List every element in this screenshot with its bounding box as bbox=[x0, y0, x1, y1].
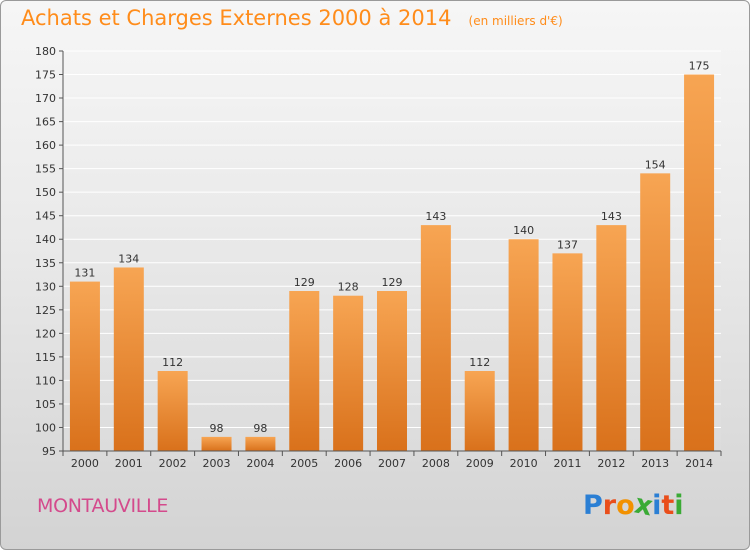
bar bbox=[596, 225, 627, 451]
y-tick-label: 105 bbox=[35, 398, 56, 411]
x-tick-label: 2007 bbox=[378, 457, 406, 470]
bar bbox=[333, 295, 364, 451]
x-tick-label: 2008 bbox=[422, 457, 450, 470]
bar-value-label: 128 bbox=[338, 281, 359, 294]
bar bbox=[684, 74, 715, 451]
chart-title: Achats et Charges Externes 2000 à 2014 bbox=[21, 6, 452, 30]
y-tick-label: 150 bbox=[35, 186, 56, 199]
chart-unit: (en milliers d'€) bbox=[468, 14, 563, 28]
x-tick-label: 2010 bbox=[510, 457, 538, 470]
y-tick-label: 110 bbox=[35, 374, 56, 387]
y-tick-label: 180 bbox=[35, 45, 56, 58]
bar bbox=[201, 436, 232, 451]
bar bbox=[289, 291, 320, 451]
y-tick-label: 155 bbox=[35, 163, 56, 176]
bar-value-label: 112 bbox=[162, 356, 183, 369]
proxiti-logo: Proxiti bbox=[583, 489, 684, 523]
bar bbox=[113, 267, 144, 451]
logo-letter: t bbox=[661, 490, 675, 521]
bar-value-label: 143 bbox=[425, 210, 446, 223]
x-tick-label: 2005 bbox=[290, 457, 318, 470]
x-tick-label: 2011 bbox=[553, 457, 581, 470]
x-tick-label: 2009 bbox=[466, 457, 494, 470]
x-axis: 2000 2001 2002 2003 2004 2005 2006 2007 2008 2009… bbox=[62, 450, 722, 470]
y-tick-label: 125 bbox=[35, 304, 56, 317]
logo-letter: i bbox=[652, 490, 662, 521]
bar-value-label: 129 bbox=[382, 276, 403, 289]
bar bbox=[377, 291, 407, 451]
logo-letter: o bbox=[616, 490, 635, 521]
bar bbox=[157, 371, 188, 451]
x-tick-label: 2000 bbox=[71, 457, 99, 470]
commune-name: MONTAUVILLE bbox=[37, 495, 169, 517]
y-tick-label: 115 bbox=[35, 351, 56, 364]
logo-letter: r bbox=[602, 490, 617, 521]
y-tick-label: 145 bbox=[35, 210, 56, 223]
bar-value-label: 175 bbox=[689, 60, 710, 73]
bar bbox=[640, 173, 671, 451]
x-tick-label: 2012 bbox=[597, 457, 625, 470]
y-tick-label: 170 bbox=[35, 92, 56, 105]
bar bbox=[552, 253, 583, 451]
bar bbox=[464, 371, 495, 451]
bar-value-label: 112 bbox=[469, 356, 490, 369]
y-tick-label: 140 bbox=[35, 233, 56, 246]
x-tick-label: 2013 bbox=[641, 457, 669, 470]
bar bbox=[69, 281, 100, 451]
bar bbox=[420, 225, 451, 451]
bar-value-label: 154 bbox=[645, 158, 666, 171]
bar bbox=[245, 436, 276, 451]
x-tick-label: 2004 bbox=[246, 457, 274, 470]
y-tick-label: 95 bbox=[42, 445, 56, 458]
bar-value-label: 137 bbox=[557, 238, 578, 251]
bar-value-label: 134 bbox=[118, 252, 139, 265]
y-tick-label: 160 bbox=[35, 139, 56, 152]
y-tick-label: 165 bbox=[35, 116, 56, 129]
title-row: Achats et Charges Externes 2000 à 2014 (… bbox=[21, 6, 563, 30]
x-tick-label: 2002 bbox=[159, 457, 187, 470]
y-tick-label: 135 bbox=[35, 257, 56, 270]
logo-letter: P bbox=[583, 490, 603, 521]
bar bbox=[508, 239, 539, 451]
y-tick-label: 175 bbox=[35, 69, 56, 82]
x-tick-label: 2006 bbox=[334, 457, 362, 470]
bar-value-label: 143 bbox=[601, 210, 622, 223]
bar-value-label: 129 bbox=[294, 276, 315, 289]
x-tick-label: 2003 bbox=[203, 457, 231, 470]
bar-value-label: 140 bbox=[513, 224, 534, 237]
bars: 131 134 112 98 98 129 128 129 143 112 140 137 143 154… bbox=[69, 60, 715, 451]
y-axis: 95 100 105 110 115 120 125 130 135 140 145 150 155 16… bbox=[35, 45, 64, 458]
bar-value-label: 98 bbox=[253, 422, 267, 435]
y-tick-label: 120 bbox=[35, 327, 56, 340]
x-tick-label: 2014 bbox=[685, 457, 713, 470]
y-tick-label: 130 bbox=[35, 280, 56, 293]
logo-letter: i bbox=[674, 490, 684, 521]
bar-value-label: 98 bbox=[210, 422, 224, 435]
x-tick-label: 2001 bbox=[115, 457, 143, 470]
y-tick-label: 100 bbox=[35, 421, 56, 434]
bar-value-label: 131 bbox=[74, 267, 95, 280]
